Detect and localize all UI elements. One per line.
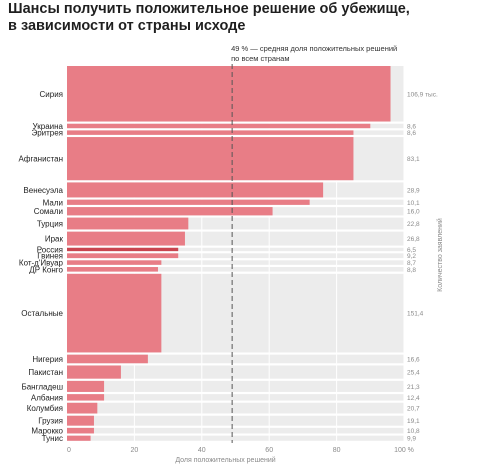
- reference-note-line-2: по всем странам: [231, 54, 289, 63]
- bar-венесуэла: [67, 182, 324, 198]
- bar-track-албания: [67, 394, 404, 401]
- count-label-кот-д-ивуар: 8,7: [407, 260, 416, 267]
- bar-пакистан: [67, 365, 121, 379]
- count-label-украина: 8,6: [407, 123, 416, 130]
- bar-track-тунис: [67, 435, 404, 441]
- bar-ирак: [67, 231, 185, 246]
- bar-марокко: [67, 427, 94, 434]
- x-tick-labels: 0 20 40 60 80 100 %: [67, 447, 414, 454]
- category-label-др-конго: ДР Конго: [29, 265, 63, 274]
- category-label-гвинея: Гвинея: [37, 252, 63, 261]
- category-label-турция: Турция: [37, 220, 63, 229]
- category-label-россия: Россия: [37, 245, 63, 254]
- category-label-тунис: Тунис: [42, 434, 63, 443]
- count-label-гвинея: 9,2: [407, 253, 416, 260]
- count-label-турция: 22,8: [407, 221, 420, 228]
- chart-title-line-2: в зависимости от страны исходе: [8, 18, 246, 34]
- count-label-россия: 6,5: [407, 247, 416, 254]
- x-tick-40: 40: [198, 447, 206, 454]
- count-label-тунис: 9,9: [407, 436, 416, 443]
- bar-track-марокко: [67, 427, 404, 434]
- count-label-марокко: 10,8: [407, 428, 420, 435]
- bar-сирия: [67, 66, 391, 122]
- category-label-бангладеш: Бангладеш: [21, 382, 63, 391]
- category-label-колумбия: Колумбия: [27, 404, 63, 413]
- count-label-колумбия: 20,7: [407, 406, 420, 413]
- count-label-сирия: 106,9 тыс.: [407, 91, 438, 98]
- category-label-остальные: Остальные: [21, 309, 63, 318]
- count-label-пакистан: 25,4: [407, 370, 420, 377]
- count-label-грузия: 19,1: [407, 418, 420, 425]
- category-label-нигерия: Нигерия: [32, 355, 63, 364]
- category-label-грузия: Грузия: [38, 417, 63, 426]
- category-label-кот-д-ивуар: Кот-д'Ивуар: [19, 259, 64, 268]
- count-label-афганистан: 83,1: [407, 156, 420, 163]
- count-label-нигерия: 16,6: [407, 356, 420, 363]
- bar-бангладеш: [67, 380, 105, 392]
- bar-track-грузия: [67, 415, 404, 426]
- category-label-марокко: Марокко: [31, 427, 63, 436]
- bar-track-гвинея: [67, 253, 404, 259]
- category-label-афганистан: Афганистан: [18, 155, 63, 164]
- x-axis-label: Доля положительных решений: [175, 456, 275, 464]
- bar-кот-д-ивуар: [67, 260, 162, 265]
- bar-др-конго: [67, 267, 158, 272]
- count-label-ирак: 26,8: [407, 236, 420, 243]
- category-label-пакистан: Пакистан: [28, 368, 63, 377]
- count-label-др-конго: 8,8: [407, 267, 416, 274]
- count-label-сомали: 16,0: [407, 209, 420, 216]
- bar-грузия: [67, 415, 94, 426]
- bar-track-др-конго: [67, 267, 404, 272]
- count-label-албания: 12,4: [407, 395, 420, 402]
- bar-track-пакистан: [67, 365, 404, 379]
- bar-колумбия: [67, 402, 98, 414]
- bar-track-бангладеш: [67, 380, 404, 392]
- bar-гвинея: [67, 253, 179, 259]
- category-label-албания: Албания: [31, 393, 63, 402]
- category-label-венесуэла: Венесуэла: [23, 186, 63, 195]
- bar-мали: [67, 199, 310, 205]
- y-axis-label: Количество заявлений: [436, 218, 444, 292]
- bar-track-кот-д-ивуар: [67, 260, 404, 265]
- bar-track-колумбия: [67, 402, 404, 414]
- bar-афганистан: [67, 137, 354, 181]
- category-label-мали: Мали: [43, 198, 63, 207]
- x-tick-20: 20: [131, 447, 139, 454]
- category-label-ирак: Ирак: [45, 235, 64, 244]
- bar-нигерия: [67, 354, 148, 364]
- bar-сомали: [67, 207, 273, 216]
- category-label-украина: Украина: [33, 122, 64, 131]
- x-tick-80: 80: [333, 447, 341, 454]
- count-label-остальные: 151,4: [407, 311, 424, 318]
- x-tick-0: 0: [67, 447, 71, 454]
- bar-остальные: [67, 273, 162, 353]
- category-label-сомали: Сомали: [34, 207, 63, 216]
- bar-тунис: [67, 435, 91, 441]
- bar-украина: [67, 123, 371, 129]
- chart-title-line-1: Шансы получить положительное решение об …: [8, 1, 410, 17]
- reference-note-line-1: 49 % — средняя доля положительных решени…: [231, 44, 397, 53]
- category-label-сирия: Сирия: [40, 90, 64, 99]
- x-tick-60: 60: [265, 447, 273, 454]
- bar-track-россия: [67, 247, 404, 252]
- count-labels: 106,9 тыс. 8,68,6 83,1 28,9 10,1 16,0 22,8 26,8…: [407, 91, 438, 442]
- bars: [67, 66, 391, 441]
- bar-track-турция: [67, 217, 404, 230]
- bar-россия: [67, 247, 179, 252]
- category-label-эритрея: Эритрея: [31, 129, 63, 138]
- count-label-венесуэла: 28,9: [407, 187, 420, 194]
- bar-эритрея: [67, 130, 354, 135]
- count-label-бангладеш: 21,3: [407, 384, 420, 391]
- chart-title: Шансы получить положительное решение об …: [8, 1, 478, 35]
- count-label-эритрея: 8,6: [407, 130, 416, 137]
- x-tick-100: 100 %: [394, 447, 414, 454]
- bar-албания: [67, 394, 105, 401]
- count-label-мали: 10,1: [407, 200, 420, 207]
- bar-track-нигерия: [67, 354, 404, 364]
- bar-турция: [67, 217, 189, 230]
